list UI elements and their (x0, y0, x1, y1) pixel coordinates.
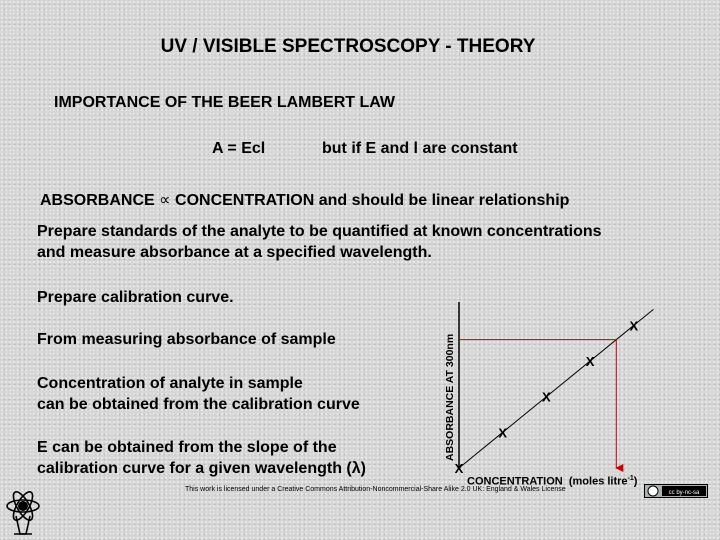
paragraph-line: Prepare standards of the analyte to be q… (37, 223, 602, 240)
paragraph-line: calibration curve for a given wavelength… (37, 460, 366, 477)
data-points: X X X X X (455, 318, 638, 476)
x-axis-unit: (moles litre (568, 475, 628, 488)
paragraph-line: and measure absorbance at a specified wa… (37, 244, 432, 261)
chemistry-logo-icon (6, 491, 40, 535)
slope-paragraph: E can be obtained from the slope of the … (37, 437, 366, 479)
concentration-paragraph: Concentration of analyte in sample can b… (37, 373, 360, 415)
prepare-standards-paragraph: Prepare standards of the analyte to be q… (37, 221, 602, 263)
prepare-curve-paragraph: Prepare calibration curve. (37, 289, 234, 306)
data-point-marker: X (498, 425, 507, 440)
proportionality-statement: ABSORBANCE ∝ CONCENTRATION and should be… (40, 190, 569, 210)
proportionality-right: CONCENTRATION and should be linear relat… (175, 192, 570, 209)
x-axis-title: CONCENTRATION (467, 475, 563, 488)
paragraph-line: E can be obtained from the slope of the (37, 439, 337, 456)
y-axis-label: ABSORBANCE AT 300nm (444, 333, 456, 461)
slide-title: UV / VISIBLE SPECTROSCOPY - THEORY (160, 36, 536, 57)
data-point-marker: X (586, 354, 595, 369)
x-axis-unit-exponent: -1 (627, 475, 634, 482)
paragraph-line: Concentration of analyte in sample (37, 375, 303, 392)
equation-note: but if E and l are constant (322, 140, 518, 157)
data-point-marker: X (542, 390, 551, 405)
calibration-line (458, 308, 654, 469)
slide-subtitle: IMPORTANCE OF THE BEER LAMBERT LAW (54, 94, 396, 111)
data-point-marker: X (629, 318, 638, 333)
measuring-paragraph: From measuring absorbance of sample (37, 331, 336, 348)
data-point-marker: X (455, 461, 464, 476)
x-axis-unit-end: ) (633, 475, 638, 488)
paragraph-line: can be obtained from the calibration cur… (37, 396, 360, 413)
beer-lambert-equation: A = Ecl (212, 140, 266, 157)
calibration-curve-chart: X X X X X (455, 302, 654, 476)
creative-commons-badge[interactable]: cc by-nc-sa (644, 484, 708, 498)
proportionality-left: ABSORBANCE (40, 192, 155, 209)
license-text: This work is licensed under a Creative C… (185, 486, 566, 493)
x-axis-label: CONCENTRATION (moles litre-1) (467, 475, 637, 488)
proportional-symbol: ∝ (159, 190, 171, 209)
cc-badge-label: cc by-nc-sa (669, 490, 700, 496)
